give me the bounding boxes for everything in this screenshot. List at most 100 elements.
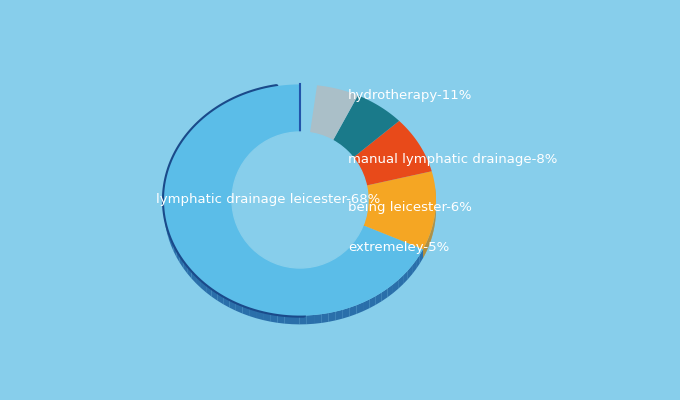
Text: extremeley-5%: extremeley-5%	[348, 242, 449, 254]
PathPatch shape	[242, 305, 249, 316]
PathPatch shape	[338, 246, 341, 257]
Circle shape	[232, 132, 368, 268]
PathPatch shape	[356, 230, 358, 242]
PathPatch shape	[218, 292, 223, 304]
PathPatch shape	[311, 256, 314, 266]
PathPatch shape	[388, 284, 393, 297]
PathPatch shape	[398, 275, 403, 289]
PathPatch shape	[343, 242, 347, 253]
PathPatch shape	[362, 171, 436, 249]
PathPatch shape	[233, 212, 235, 224]
PathPatch shape	[196, 274, 201, 288]
PathPatch shape	[238, 224, 240, 236]
PathPatch shape	[299, 316, 307, 324]
PathPatch shape	[325, 252, 328, 263]
PathPatch shape	[268, 251, 271, 261]
PathPatch shape	[253, 242, 256, 253]
PathPatch shape	[336, 310, 343, 320]
PathPatch shape	[363, 299, 369, 311]
PathPatch shape	[201, 279, 206, 292]
PathPatch shape	[416, 255, 420, 269]
PathPatch shape	[270, 313, 277, 323]
PathPatch shape	[206, 284, 211, 297]
PathPatch shape	[223, 296, 229, 308]
PathPatch shape	[285, 256, 289, 266]
PathPatch shape	[349, 238, 352, 249]
PathPatch shape	[171, 236, 173, 251]
PathPatch shape	[303, 258, 307, 266]
PathPatch shape	[328, 312, 336, 322]
PathPatch shape	[314, 314, 322, 324]
PathPatch shape	[250, 240, 253, 251]
PathPatch shape	[192, 270, 196, 283]
PathPatch shape	[393, 280, 398, 293]
PathPatch shape	[335, 248, 338, 258]
PathPatch shape	[164, 84, 423, 316]
PathPatch shape	[328, 251, 332, 261]
PathPatch shape	[369, 296, 375, 308]
PathPatch shape	[360, 225, 362, 236]
Text: hydrotherapy-11%: hydrotherapy-11%	[348, 90, 473, 102]
PathPatch shape	[249, 307, 256, 318]
PathPatch shape	[292, 258, 296, 266]
PathPatch shape	[277, 314, 285, 324]
PathPatch shape	[265, 250, 268, 260]
PathPatch shape	[381, 288, 388, 301]
PathPatch shape	[173, 242, 176, 257]
PathPatch shape	[352, 235, 354, 246]
PathPatch shape	[285, 315, 292, 324]
PathPatch shape	[309, 85, 358, 148]
PathPatch shape	[412, 260, 416, 274]
PathPatch shape	[314, 256, 318, 265]
PathPatch shape	[166, 218, 167, 233]
PathPatch shape	[343, 308, 350, 318]
PathPatch shape	[403, 270, 408, 284]
PathPatch shape	[408, 266, 412, 279]
PathPatch shape	[332, 250, 335, 260]
PathPatch shape	[263, 311, 270, 322]
PathPatch shape	[241, 230, 243, 241]
PathPatch shape	[375, 292, 381, 305]
PathPatch shape	[296, 258, 300, 266]
PathPatch shape	[341, 244, 343, 255]
PathPatch shape	[318, 255, 322, 264]
PathPatch shape	[243, 232, 245, 244]
PathPatch shape	[211, 288, 218, 300]
PathPatch shape	[358, 228, 360, 239]
PathPatch shape	[240, 227, 241, 238]
PathPatch shape	[282, 256, 285, 265]
PathPatch shape	[248, 237, 250, 248]
PathPatch shape	[262, 248, 265, 258]
PathPatch shape	[356, 302, 363, 314]
Text: being leicester-6%: being leicester-6%	[348, 202, 472, 214]
PathPatch shape	[307, 315, 314, 324]
PathPatch shape	[183, 259, 187, 273]
PathPatch shape	[258, 246, 262, 256]
PathPatch shape	[278, 255, 282, 264]
PathPatch shape	[169, 231, 171, 245]
Ellipse shape	[232, 142, 368, 258]
PathPatch shape	[275, 254, 278, 264]
PathPatch shape	[322, 313, 328, 323]
PathPatch shape	[167, 224, 169, 240]
PathPatch shape	[420, 249, 423, 264]
PathPatch shape	[289, 257, 292, 266]
PathPatch shape	[236, 302, 242, 314]
PathPatch shape	[180, 254, 183, 268]
PathPatch shape	[187, 264, 192, 278]
PathPatch shape	[300, 258, 303, 266]
PathPatch shape	[354, 233, 356, 244]
PathPatch shape	[256, 244, 258, 255]
PathPatch shape	[245, 235, 248, 246]
Text: manual lymphatic drainage-8%: manual lymphatic drainage-8%	[348, 154, 558, 166]
Text: lymphatic drainage leicester-68%: lymphatic drainage leicester-68%	[156, 194, 380, 206]
PathPatch shape	[350, 121, 432, 186]
PathPatch shape	[237, 221, 238, 233]
PathPatch shape	[329, 96, 399, 160]
PathPatch shape	[322, 254, 325, 264]
PathPatch shape	[165, 212, 166, 227]
PathPatch shape	[176, 248, 180, 263]
PathPatch shape	[256, 309, 263, 320]
PathPatch shape	[292, 315, 299, 324]
PathPatch shape	[229, 299, 236, 311]
